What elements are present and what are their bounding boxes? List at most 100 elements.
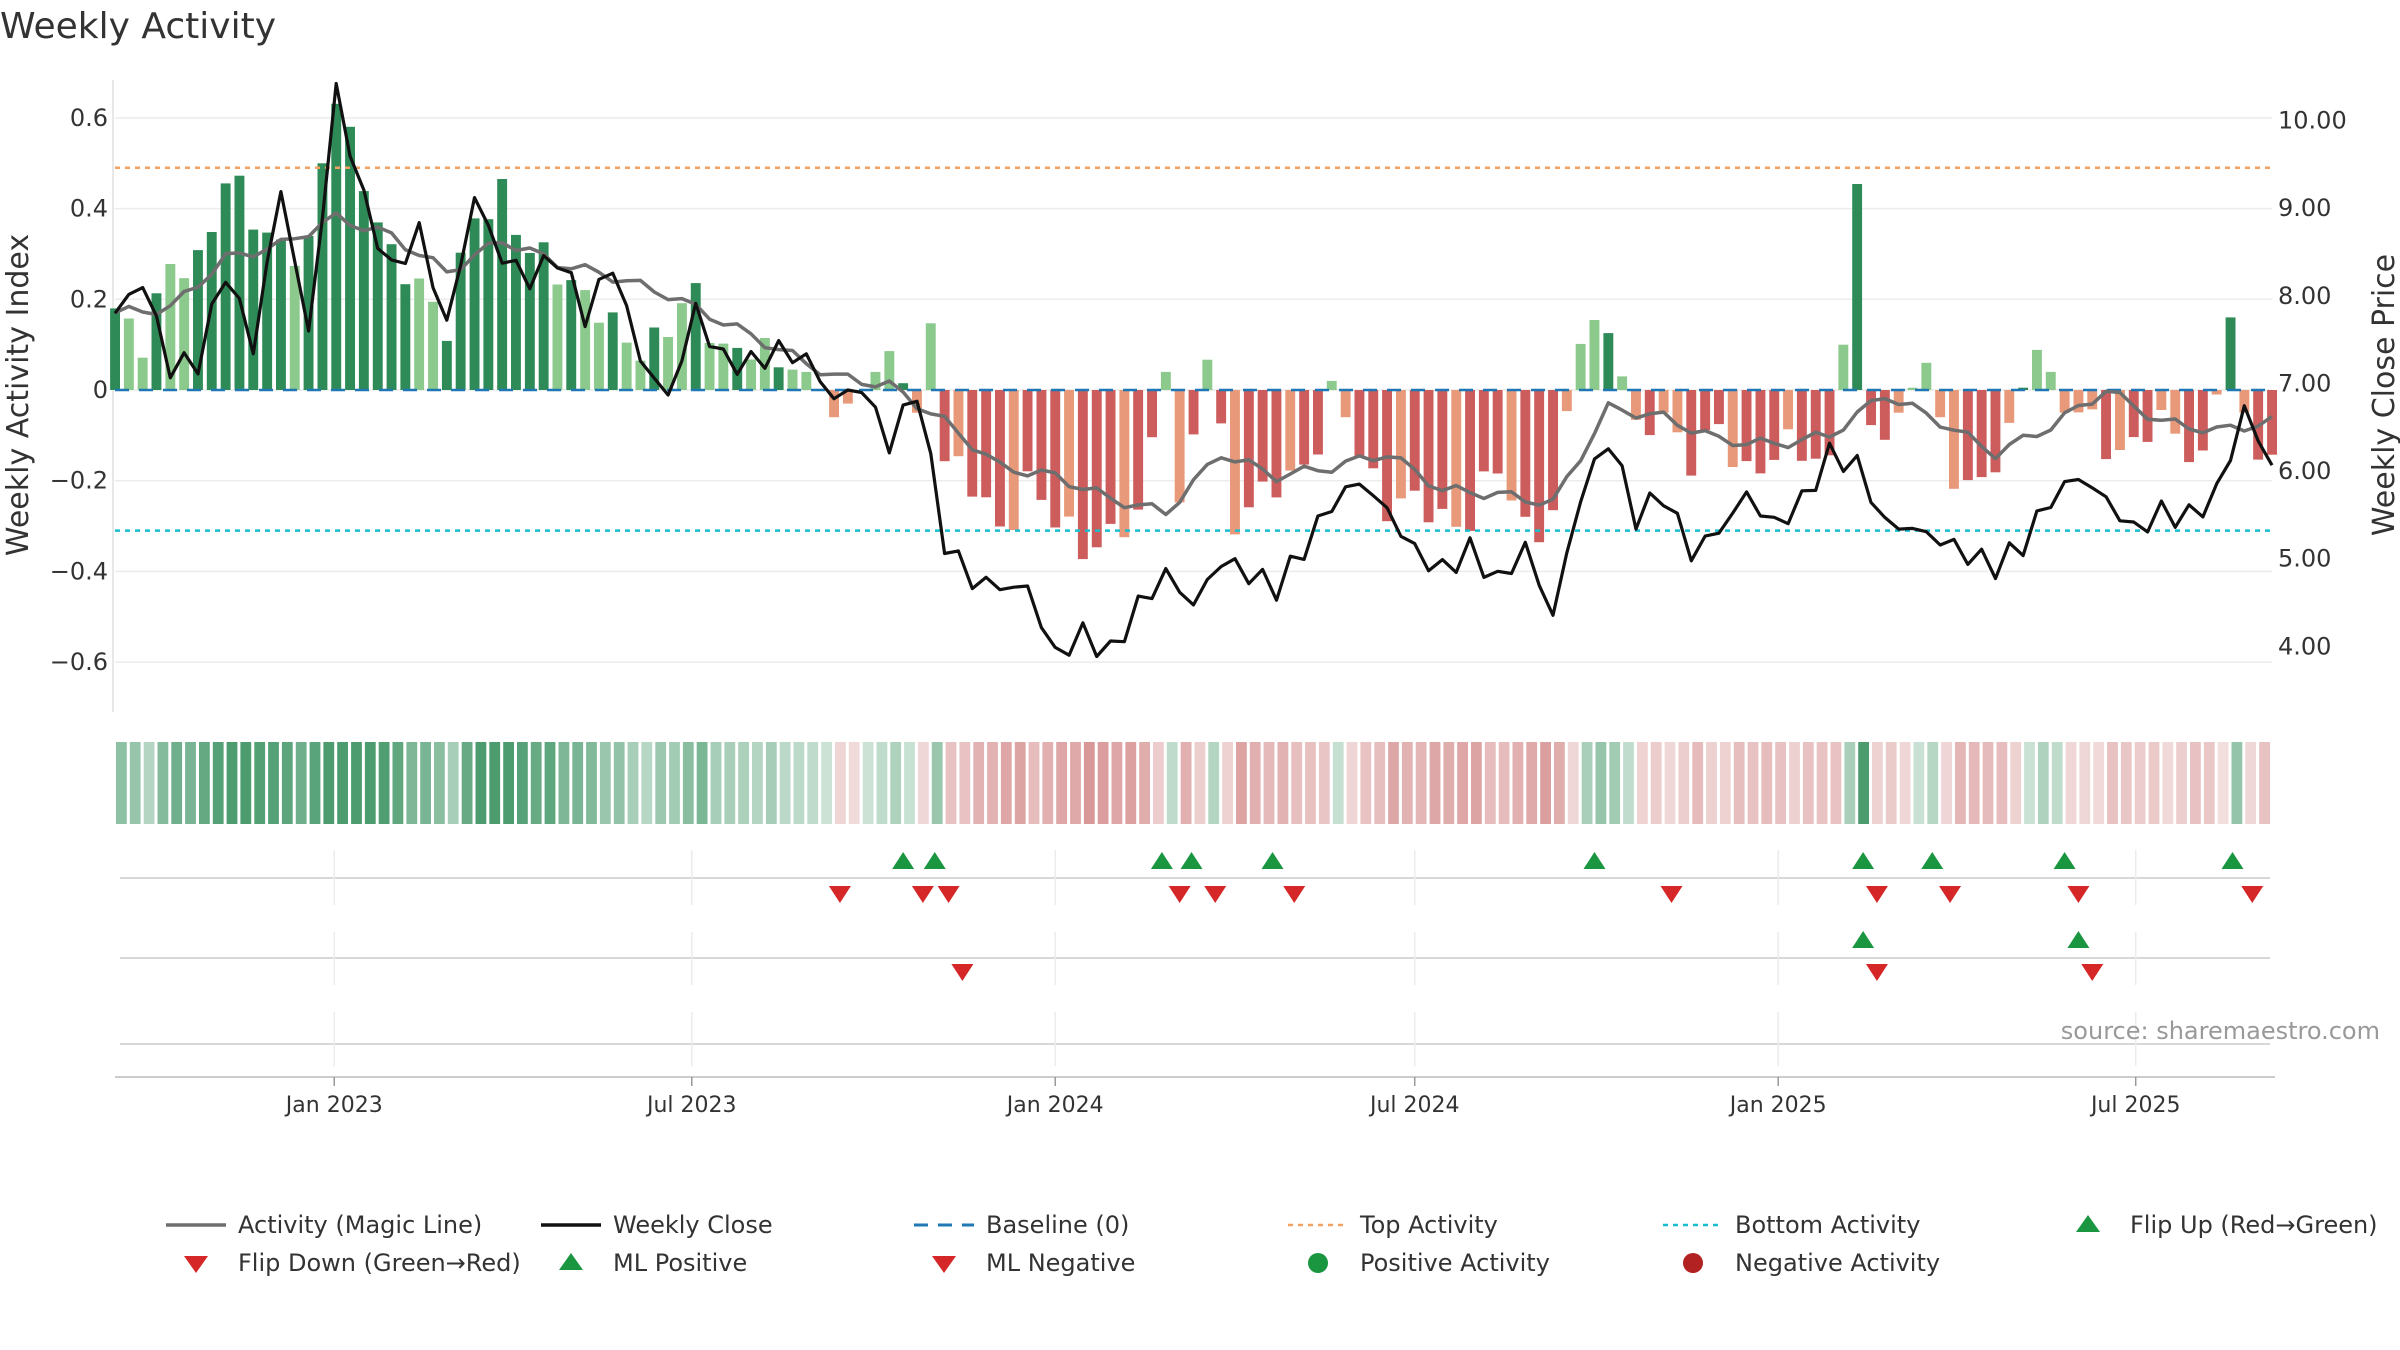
y-tick-label-left: 0.2 (70, 285, 108, 313)
strip-tile (1830, 742, 1842, 824)
activity-bar (151, 293, 162, 390)
activity-bar (1810, 390, 1821, 459)
strip-tile (1844, 742, 1856, 824)
activity-bar (1506, 390, 1517, 501)
flip-down-marker (1865, 886, 1888, 903)
strip-tile (1471, 742, 1482, 824)
legend: Activity (Magic Line) Weekly Close Baselin… (166, 1211, 2378, 1277)
strip-tile (309, 742, 321, 824)
activity-bar (704, 343, 715, 390)
strip-tile (918, 742, 929, 824)
flip-down-marker (1939, 886, 1962, 903)
strip-tile (129, 742, 141, 824)
strip-tile (1028, 742, 1040, 824)
strip-tile (268, 742, 279, 824)
activity-bar (1755, 390, 1766, 474)
strip-tile (1747, 742, 1759, 824)
strip-tile (157, 742, 169, 824)
strip-tile (738, 742, 749, 824)
activity-bar (663, 337, 673, 390)
strip-tile (544, 742, 556, 824)
activity-bar (1465, 390, 1475, 531)
activity-bar (345, 126, 355, 391)
strip-tile (1070, 742, 1081, 824)
strip-tile (959, 742, 971, 824)
x-tick-label: Jul 2023 (645, 1093, 737, 1118)
strip-tile (1014, 742, 1026, 824)
strip-tile (1899, 742, 1911, 824)
strip-tile (2148, 742, 2160, 824)
legend-label: Bottom Activity (1735, 1211, 1920, 1239)
strip-tile (1609, 742, 1621, 824)
legend-swatch (1683, 1253, 1703, 1273)
activity-bar (511, 234, 521, 390)
activity-bar (2004, 390, 2015, 423)
flip-up-marker (923, 852, 946, 869)
activity-bar (1313, 390, 1323, 455)
strip-tile (1097, 742, 1109, 824)
strip-tile (2107, 742, 2118, 824)
y-tick-label-right: 7.00 (2278, 369, 2331, 397)
strip-tile (503, 742, 514, 824)
activity-bar (1326, 380, 1337, 390)
strip-tile (710, 742, 722, 824)
activity-bar (690, 283, 701, 390)
activity-bar (1354, 390, 1365, 456)
activity-bar (1935, 390, 1946, 418)
y-tick-label-right: 8.00 (2278, 282, 2331, 310)
strip-tile (1318, 742, 1330, 824)
legend-label: Negative Activity (1735, 1249, 1940, 1277)
legend-swatch (184, 1256, 208, 1273)
activity-bar (1976, 390, 1987, 478)
strip-tile (1816, 742, 1828, 824)
activity-bar (1603, 333, 1614, 390)
activity-bar (787, 369, 798, 390)
y-tick-label-left: −0.2 (50, 467, 108, 495)
activity-bar (2073, 390, 2084, 413)
strip-tile (835, 742, 846, 824)
flip-down-marker (828, 886, 851, 903)
strip-tile (461, 742, 473, 824)
y-tick-label-right: 10.00 (2278, 107, 2347, 135)
ml-negative-marker (1865, 964, 1888, 981)
strip-tile (2231, 742, 2243, 824)
y-tick-label-left: −0.6 (50, 648, 108, 676)
activity-bar (1520, 390, 1531, 517)
activity-bar (607, 312, 618, 390)
x-tick-label: Jan 2023 (284, 1093, 383, 1118)
strip-tile (1664, 742, 1676, 824)
strip-tile (295, 742, 307, 824)
activity-bar (1423, 390, 1434, 523)
strip-tile (212, 742, 224, 824)
activity-bar (1631, 390, 1641, 420)
activity-bar (1409, 390, 1420, 491)
activity-bar (1921, 362, 1932, 390)
strip-tile (1581, 742, 1593, 824)
activity-bar (331, 103, 342, 391)
strip-tile (1775, 742, 1786, 824)
activity-bar (1741, 390, 1752, 462)
strip-tile (1305, 742, 1316, 824)
activity-bar (2239, 390, 2250, 413)
strip-tile (862, 742, 874, 824)
x-tick-label: Jan 2025 (1728, 1093, 1827, 1118)
activity-bar (829, 390, 839, 418)
activity-bar (1962, 390, 1973, 481)
activity-bar (234, 175, 245, 390)
weekly-close-line (113, 81, 2274, 659)
ml-positive-marker (1852, 931, 1875, 948)
activity-bar (123, 318, 134, 390)
activity-bar (2059, 390, 2070, 413)
activity-bar (483, 219, 494, 390)
strip-tile (240, 742, 252, 824)
strip-tile (1913, 742, 1925, 824)
strip-tile (2259, 742, 2270, 824)
activity-bar (441, 340, 452, 390)
y-tick-label-left: 0 (93, 376, 108, 404)
strip-tile (572, 742, 584, 824)
activity-bar (1202, 359, 1213, 390)
activity-bar (1949, 390, 1959, 489)
strip-tile (1125, 742, 1137, 824)
strip-tile (1719, 742, 1731, 824)
activity-bar (1133, 390, 1144, 510)
